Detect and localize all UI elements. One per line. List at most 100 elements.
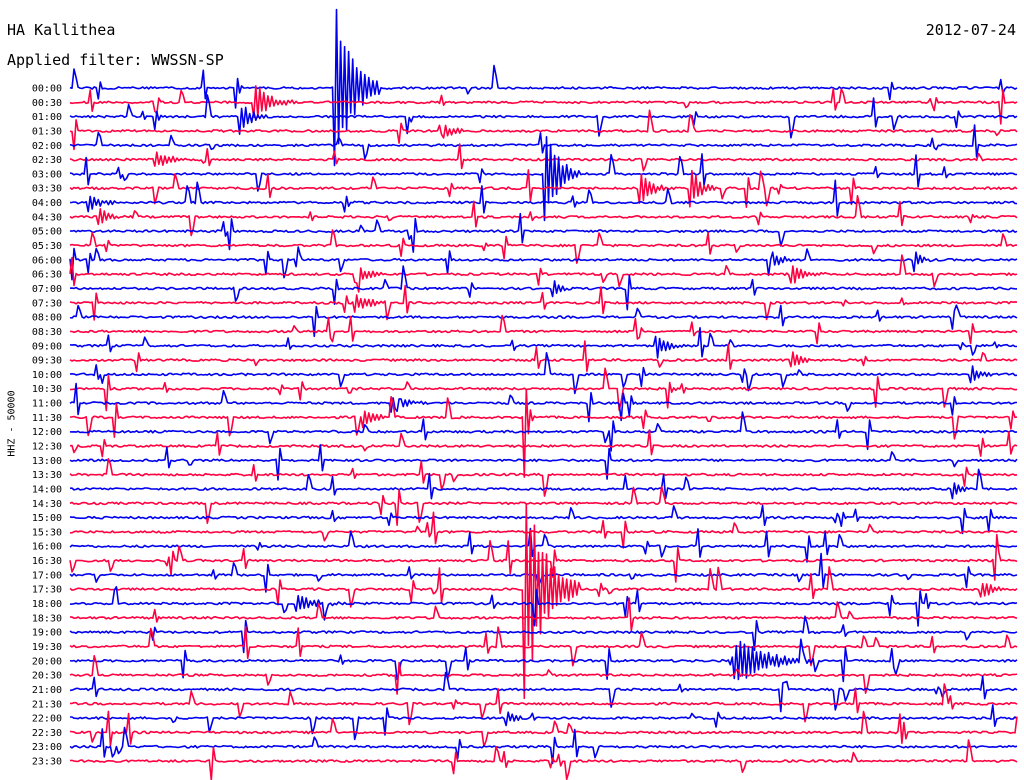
row-time-label: 10:00 [32,370,62,381]
trace-row-0330 [69,169,1018,208]
trace-row-2100 [69,671,1018,713]
row-time-label: 04:00 [32,198,62,209]
row-time-label: 14:30 [32,499,62,510]
row-time-label: 04:30 [32,212,62,223]
row-time-label: 11:00 [32,399,62,410]
row-time-label: 18:00 [32,599,62,610]
row-time-label: 19:00 [32,628,62,639]
trace-row-0530 [69,229,1018,264]
trace-row-2330 [69,739,1018,780]
trace-row-1400 [69,468,1018,500]
trace-row-1000 [69,352,1018,395]
trace-row-1200 [69,411,1018,452]
row-time-label: 23:30 [32,757,62,768]
row-time-label: 15:00 [32,513,62,524]
trace-row-1600 [69,527,1018,563]
trace-row-1730 [69,503,1018,700]
trace-row-1100 [69,382,1017,423]
row-time-label: 02:30 [32,155,62,166]
trace-row-1300 [69,444,1018,481]
row-time-label: 12:30 [32,442,62,453]
trace-row-0600 [69,246,1018,281]
row-time-label: 00:30 [32,98,62,109]
row-time-label: 20:30 [32,671,62,682]
row-time-label: 02:00 [32,141,62,152]
trace-row-0500 [69,212,1018,253]
trace-row-0200 [69,124,1018,160]
row-time-label: 16:00 [32,542,62,553]
trace-row-1900 [69,615,1018,654]
trace-row-1230 [69,429,1018,458]
row-time-label: 09:00 [32,341,62,352]
trace-row-1830 [69,597,1018,632]
trace-row-1330 [69,458,1018,497]
row-time-label: 23:00 [32,742,62,753]
row-time-label: 17:00 [32,570,62,581]
row-time-label: 10:30 [32,384,62,395]
trace-row-1500 [69,504,1018,535]
row-time-label: 13:00 [32,456,62,467]
row-time-label: 22:30 [32,728,62,739]
trace-row-0830 [69,314,1018,345]
trace-row-0430 [69,195,1018,237]
row-time-label: 05:00 [32,227,62,238]
trace-row-0230 [69,143,1018,172]
row-time-label: 06:00 [32,255,62,266]
trace-row-0100 [69,94,1018,139]
trace-row-1130 [69,388,1018,478]
row-time-label: 20:00 [32,656,62,667]
trace-row-2000 [69,638,1018,683]
row-time-label: 06:30 [32,270,62,281]
filter-label: Applied filter: WWSSN-SP [7,51,224,69]
row-time-label: 16:30 [32,556,62,567]
trace-row-1530 [69,511,1018,549]
date-label: 2012-07-24 [925,21,1016,39]
trace-row-2200 [70,704,1018,741]
trace-row-0300 [69,136,1018,222]
row-time-label: 22:00 [32,714,62,725]
row-time-label: 17:30 [32,585,62,596]
trace-row-2300 [69,726,1018,765]
row-time-label: 19:30 [32,642,62,653]
row-time-label: 03:00 [32,169,62,180]
trace-row-0130 [69,109,1018,151]
trace-row-1430 [69,485,1017,526]
row-time-label: 01:00 [32,112,62,123]
trace-row-0000 [69,8,1018,167]
trace-row-1800 [69,586,1018,627]
row-time-label: 07:30 [32,298,62,309]
trace-row-0630 [69,254,1018,293]
row-time-label: 08:00 [32,313,62,324]
row-time-label: 14:00 [32,484,62,495]
row-time-label: 08:30 [32,327,62,338]
row-time-label: 00:00 [32,84,62,95]
row-time-label: 13:30 [32,470,62,481]
trace-row-2130 [70,683,1018,726]
row-time-label: 18:30 [32,613,62,624]
trace-row-1930 [69,625,1018,667]
row-time-label: 12:00 [32,427,62,438]
row-time-label: 21:00 [32,685,62,696]
row-labels: 00:00 00:30 01:00 01:30 02:00 02:30 03:00 03:30… [32,84,62,768]
row-time-label: 03:30 [32,184,62,195]
row-time-label: 07:00 [32,284,62,295]
row-time-label: 09:30 [32,356,62,367]
row-time-label: 21:30 [32,699,62,710]
row-time-label: 01:30 [32,126,62,137]
trace-row-1030 [69,367,1018,412]
row-time-label: 15:30 [32,527,62,538]
trace-rows [69,8,1018,780]
trace-row-2030 [69,655,1018,695]
row-time-label: 05:30 [32,241,62,252]
trace-row-0900 [69,327,1017,359]
station-title: HA Kallithea [7,21,116,39]
trace-row-0730 [69,284,1018,321]
trace-row-2230 [69,710,1018,748]
trace-row-0030 [69,85,1018,125]
trace-row-0930 [69,340,1018,373]
trace-row-0700 [69,265,1018,311]
trace-row-0800 [69,304,1018,338]
row-time-label: 11:30 [32,413,62,424]
